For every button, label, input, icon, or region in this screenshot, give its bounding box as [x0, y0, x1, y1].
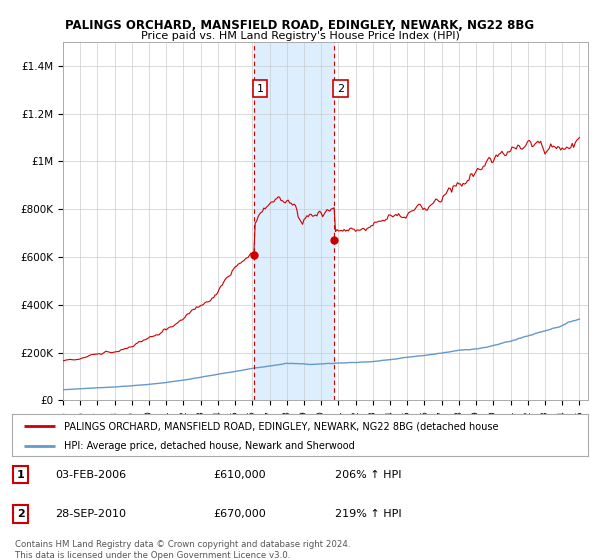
Text: HPI: Average price, detached house, Newark and Sherwood: HPI: Average price, detached house, Newa… [64, 441, 355, 451]
Text: PALINGS ORCHARD, MANSFIELD ROAD, EDINGLEY, NEWARK, NG22 8BG (detached house: PALINGS ORCHARD, MANSFIELD ROAD, EDINGLE… [64, 421, 499, 431]
Text: 1: 1 [17, 470, 25, 479]
Text: 2: 2 [337, 83, 344, 94]
Text: £610,000: £610,000 [214, 470, 266, 479]
Text: 03-FEB-2006: 03-FEB-2006 [55, 470, 127, 479]
Bar [254, 42, 334, 400]
Text: PALINGS ORCHARD, MANSFIELD ROAD, EDINGLEY, NEWARK, NG22 8BG: PALINGS ORCHARD, MANSFIELD ROAD, EDINGLE… [65, 18, 535, 32]
Text: £670,000: £670,000 [214, 509, 266, 519]
Text: 2: 2 [17, 509, 25, 519]
Text: 1: 1 [256, 83, 263, 94]
Text: 28-SEP-2010: 28-SEP-2010 [55, 509, 126, 519]
Text: Price paid vs. HM Land Registry's House Price Index (HPI): Price paid vs. HM Land Registry's House … [140, 31, 460, 41]
Text: 219% ↑ HPI: 219% ↑ HPI [335, 509, 401, 519]
Text: Contains HM Land Registry data © Crown copyright and database right 2024.
This d: Contains HM Land Registry data © Crown c… [15, 540, 350, 560]
Text: 206% ↑ HPI: 206% ↑ HPI [335, 470, 401, 479]
